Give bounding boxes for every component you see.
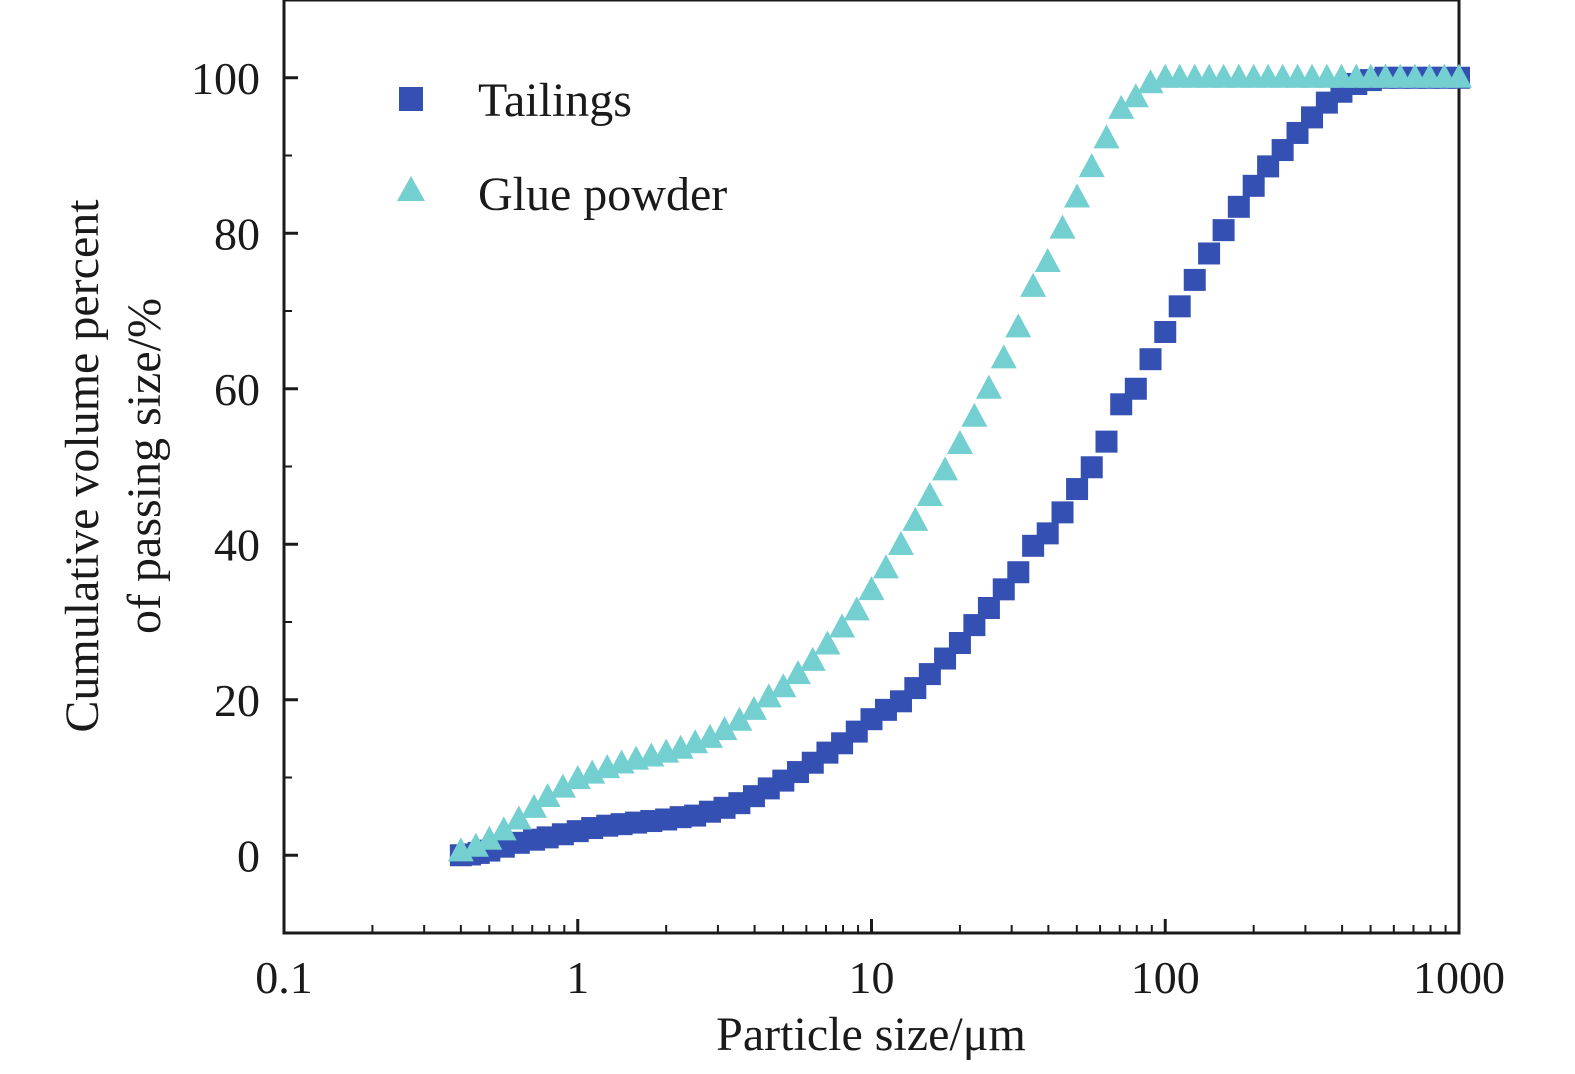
data-point	[505, 805, 532, 830]
data-point	[858, 576, 885, 601]
y-tick-label: 80	[214, 208, 260, 259]
data-point	[549, 773, 576, 798]
data-point	[992, 578, 1015, 601]
series-tailings	[449, 66, 1470, 867]
y-axis-title-line2: of passing size/%	[118, 298, 171, 634]
x-tick-label: 1	[566, 952, 589, 1003]
data-point	[948, 631, 971, 654]
series-glue-powder	[447, 63, 1472, 862]
data-point	[1066, 478, 1089, 501]
data-point	[1049, 214, 1076, 239]
data-point	[755, 683, 782, 708]
data-point	[1227, 195, 1250, 218]
data-point	[1154, 320, 1177, 343]
data-point	[1095, 430, 1118, 453]
data-point	[1034, 248, 1061, 273]
y-axis-title: Cumulative volume percent	[56, 199, 109, 733]
y-tick-label: 20	[214, 675, 260, 726]
data-point	[990, 344, 1017, 369]
data-point	[1122, 83, 1149, 108]
data-point	[1036, 522, 1059, 545]
legend-marker-glue-powder	[397, 176, 425, 201]
data-point	[1064, 183, 1091, 208]
data-point	[711, 716, 738, 741]
data-point	[961, 402, 988, 427]
data-point	[1242, 174, 1265, 197]
data-point	[1124, 377, 1147, 400]
data-point	[932, 456, 959, 481]
legend-label-tailings: Tailings	[478, 74, 632, 127]
data-point	[887, 531, 914, 556]
data-point	[1198, 242, 1221, 265]
data-point	[1005, 313, 1032, 338]
data-point	[843, 596, 870, 621]
data-point	[902, 506, 929, 531]
data-point	[799, 646, 826, 671]
data-point	[770, 673, 797, 698]
data-point	[476, 825, 503, 850]
data-point	[1446, 63, 1472, 88]
data-point	[697, 723, 724, 748]
data-point	[1093, 124, 1120, 149]
y-tick-label: 40	[214, 519, 260, 570]
x-axis-title: Particle size/μm	[716, 1008, 1026, 1061]
x-tick-label: 1000	[1413, 952, 1505, 1003]
data-point	[1271, 139, 1294, 162]
x-tick-label: 10	[849, 952, 895, 1003]
data-point	[1051, 501, 1074, 524]
data-point	[740, 695, 767, 720]
data-point	[814, 630, 841, 655]
x-tick-label: 0.1	[255, 952, 313, 1003]
y-tick-label: 100	[191, 53, 260, 104]
data-point	[534, 782, 561, 807]
data-point	[1183, 268, 1206, 291]
data-point	[977, 597, 1000, 620]
data-point	[1168, 295, 1191, 318]
y-tick-label: 60	[214, 364, 260, 415]
data-point	[1007, 561, 1030, 584]
data-point	[963, 614, 986, 637]
data-point	[1078, 153, 1105, 178]
data-point	[1020, 272, 1047, 297]
data-point	[1212, 219, 1235, 242]
data-point	[1080, 456, 1103, 479]
data-point	[490, 816, 517, 841]
y-tick-label: 0	[237, 830, 260, 881]
data-point	[1139, 348, 1162, 371]
data-point	[521, 793, 548, 818]
legend-label-glue-powder: Glue powder	[478, 168, 727, 221]
data-point	[1108, 94, 1135, 119]
data-point	[462, 832, 489, 857]
series-layer	[447, 63, 1472, 867]
data-point	[726, 706, 753, 731]
y-axis: 0 20 40 60 80 100	[191, 0, 298, 934]
x-axis: 0.1 1 10 100 1000	[255, 919, 1505, 1003]
data-point	[872, 554, 899, 579]
legend-marker-tailings	[399, 87, 423, 111]
legend: Tailings Glue powder	[397, 74, 727, 221]
data-point	[784, 660, 811, 685]
x-tick-label: 100	[1131, 952, 1200, 1003]
data-point	[829, 613, 856, 638]
data-point	[975, 374, 1002, 399]
data-point	[916, 482, 943, 507]
data-point	[946, 429, 973, 454]
